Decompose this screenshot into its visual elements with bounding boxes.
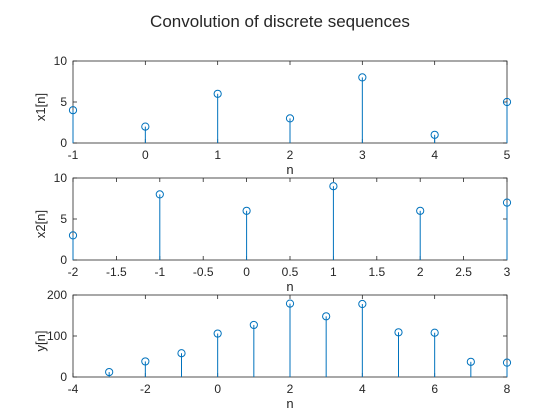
- y-axis-label: y[n]: [33, 331, 48, 352]
- x-tick-label: 2.5: [455, 265, 472, 279]
- x-tick-label: 6: [431, 382, 438, 396]
- stem-marker: [322, 312, 331, 321]
- axes-box: [72, 177, 508, 261]
- stem-marker: [502, 198, 512, 207]
- stem-marker: [430, 130, 439, 139]
- y-axis-label: x2[n]: [33, 210, 48, 238]
- x-tick-label: -4: [68, 382, 79, 396]
- x-tick-label: 1: [214, 148, 221, 162]
- x-tick-label: 4: [431, 148, 438, 162]
- stem-marker: [358, 299, 367, 309]
- x-tick-label: 2: [287, 382, 294, 396]
- x-tick-label: 0: [214, 382, 221, 396]
- stem-marker: [242, 206, 251, 215]
- x-axis-label: n: [286, 162, 293, 177]
- stem-marker: [141, 357, 150, 366]
- x-axis-label: n: [286, 396, 293, 411]
- x-tick-label: -2: [140, 382, 151, 396]
- x-tick-label: -1.5: [106, 265, 127, 279]
- x-tick-label: 8: [504, 382, 511, 396]
- x-tick-label: -2: [68, 265, 79, 279]
- stem-marker: [466, 357, 475, 366]
- stem-marker: [502, 358, 512, 367]
- x-tick-label: -0.5: [193, 265, 214, 279]
- stem-marker: [285, 299, 295, 308]
- x-tick-label: -1: [68, 148, 79, 162]
- stem-marker: [213, 329, 222, 338]
- x-tick-label: 1.5: [368, 265, 385, 279]
- stem-marker: [155, 190, 164, 199]
- figure-title: Convolution of discrete sequences: [150, 12, 410, 31]
- x-axis-label: n: [286, 279, 293, 294]
- y-tick-label: 10: [54, 54, 68, 68]
- stem-marker: [249, 320, 258, 330]
- stem-marker: [213, 89, 222, 98]
- stem-marker: [394, 328, 403, 337]
- subplot-2: -2 -1.5 -1 -0.5 0 0.5 1 1.5 2 2.5 3 0 5 10 x2[n] n: [33, 171, 512, 294]
- stem-marker: [430, 328, 439, 337]
- x-tick-label: 3: [504, 265, 511, 279]
- stem-marker: [68, 231, 78, 240]
- subplot-3: -4 -2 0 2 4 6 8 0 100 200 y[n] n: [33, 288, 512, 411]
- y-tick-label: 0: [60, 253, 67, 267]
- stem-marker: [141, 122, 150, 131]
- stem-marker: [285, 114, 295, 123]
- x-tick-label: 2: [417, 265, 424, 279]
- x-tick-label: 5: [504, 148, 511, 162]
- x-tick-label: 3: [359, 148, 366, 162]
- stem-marker: [358, 73, 367, 82]
- y-tick-label: 0: [60, 136, 67, 150]
- y-tick-label: 200: [47, 288, 67, 302]
- x-tick-label: 0: [142, 148, 149, 162]
- stem-marker: [105, 367, 114, 377]
- y-tick-label: 5: [60, 212, 67, 226]
- x-tick-label: 0: [243, 265, 250, 279]
- stem-marker: [329, 182, 338, 191]
- stem-marker: [177, 349, 186, 358]
- y-tick-label: 0: [60, 370, 67, 384]
- y-tick-label: 10: [54, 171, 68, 185]
- x-tick-label: -1: [154, 265, 165, 279]
- x-tick-label: 4: [359, 382, 366, 396]
- x-tick-label: 1: [330, 265, 337, 279]
- x-tick-label: 0.5: [282, 265, 299, 279]
- y-tick-label: 5: [60, 95, 67, 109]
- y-axis-label: x1[n]: [33, 93, 48, 121]
- stem-marker: [416, 206, 425, 215]
- stem-marker: [502, 97, 512, 107]
- stem-marker: [68, 106, 78, 115]
- y-tick-label: 100: [47, 329, 67, 343]
- x-tick-label: 2: [287, 148, 294, 162]
